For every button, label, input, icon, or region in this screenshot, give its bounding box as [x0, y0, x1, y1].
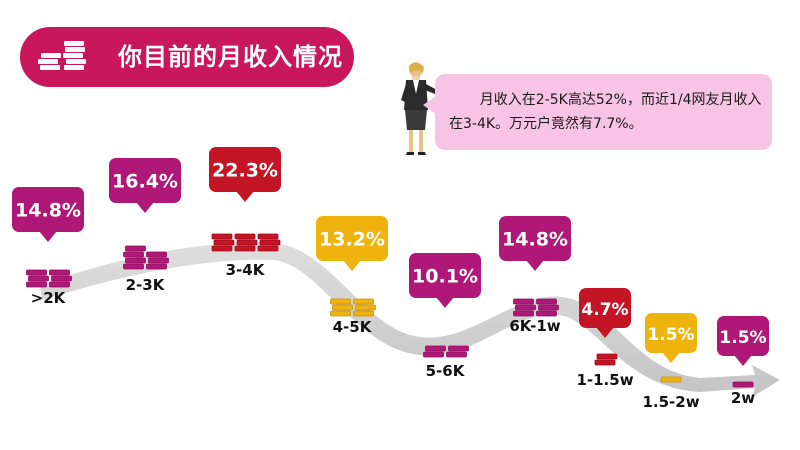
data-point-4: 13.2% 4-5K	[316, 216, 388, 336]
header-banner: 你目前的月收入情况	[20, 27, 354, 87]
coin-mark	[123, 251, 144, 258]
coin-mark	[732, 381, 754, 388]
note-pointer	[423, 96, 436, 114]
coin-mark	[257, 245, 279, 252]
coin-mark	[234, 233, 256, 240]
value-bubble	[645, 313, 697, 353]
coin-mark	[330, 310, 351, 317]
category-label: 2-3K	[126, 276, 166, 294]
coin-mark	[594, 359, 616, 366]
summary-text: 月收入在2-5K高达52%，而近1/4网友月收入在3-4K。万元户竟然有7.7%…	[449, 92, 762, 132]
trend-arrow	[40, 242, 780, 397]
coin-mark	[513, 310, 534, 317]
summary-note: 月收入在2-5K高达52%，而近1/4网友月收入在3-4K。万元户竟然有7.7%…	[435, 74, 772, 150]
coin-mark	[330, 298, 351, 305]
coin-mark	[259, 239, 281, 246]
value-bubble-pointer	[436, 297, 454, 308]
value-label: 10.1%	[412, 266, 478, 288]
coin-mark	[236, 239, 258, 246]
page-title: 你目前的月收入情况	[118, 43, 343, 71]
value-bubble-pointer	[662, 352, 680, 363]
coin-mark	[513, 298, 534, 305]
coin-mark	[49, 281, 70, 288]
value-label: 14.8%	[15, 200, 81, 222]
value-bubble	[209, 147, 281, 192]
coin-mark	[446, 351, 467, 358]
value-bubble	[579, 288, 631, 328]
data-point-9: 1.5% 2w	[717, 316, 769, 407]
category-label: 4-5K	[333, 318, 373, 336]
data-point-7: 4.7% 1-1.5w	[576, 288, 634, 389]
value-label: 1.5%	[719, 328, 766, 348]
coin-mark	[423, 351, 444, 358]
coin-mark	[148, 257, 169, 264]
data-point-6: 14.8% 6K-1w	[499, 216, 571, 335]
coin-mark	[596, 353, 618, 360]
coin-mark	[538, 304, 559, 311]
coin-mark	[211, 233, 233, 240]
category-label: >2K	[31, 289, 67, 307]
businesswoman-icon	[401, 62, 437, 155]
value-bubble-pointer	[526, 260, 544, 271]
coin-mark	[332, 304, 353, 311]
value-bubble	[316, 216, 388, 261]
value-bubble	[12, 187, 84, 232]
coin-mark	[353, 310, 374, 317]
coin-mark	[213, 239, 235, 246]
value-label: 22.3%	[212, 160, 278, 182]
value-label: 16.4%	[112, 171, 178, 193]
coin-mark	[355, 304, 376, 311]
data-point-5: 10.1% 5-6K	[409, 253, 481, 380]
category-label: 5-6K	[426, 362, 466, 380]
value-bubble	[717, 316, 769, 356]
value-bubble-pointer	[734, 355, 752, 366]
data-point-1: 14.8% >2K	[12, 187, 84, 307]
value-bubble-pointer	[39, 231, 57, 242]
coin-mark	[125, 257, 146, 264]
coin-mark	[660, 376, 682, 383]
data-point-8: 1.5% 1.5-2w	[642, 313, 700, 411]
coin-mark	[448, 345, 469, 352]
coin-mark	[536, 310, 557, 317]
coin-mark	[26, 269, 47, 276]
value-label: 1.5%	[647, 325, 694, 345]
value-label: 4.7%	[581, 300, 628, 320]
coin-mark	[353, 298, 374, 305]
value-bubble	[499, 216, 571, 261]
coin-mark	[49, 269, 70, 276]
coin-mark	[146, 251, 167, 258]
coin-mark	[257, 233, 279, 240]
coin-mark	[234, 245, 256, 252]
coin-mark	[26, 281, 47, 288]
coin-mark	[125, 245, 146, 252]
coin-mark	[211, 245, 233, 252]
value-bubble-pointer	[343, 260, 361, 271]
coin-mark	[425, 345, 446, 352]
value-bubble	[409, 253, 481, 298]
category-label: 1.5-2w	[642, 393, 699, 411]
data-point-3: 22.3% 3-4K	[209, 147, 281, 279]
value-label: 13.2%	[319, 229, 385, 251]
value-bubble-pointer	[136, 202, 154, 213]
category-label: 3-4K	[226, 261, 266, 279]
category-label: 2w	[731, 389, 755, 407]
value-bubble-pointer	[236, 191, 254, 202]
coin-mark	[536, 298, 557, 305]
coin-mark	[146, 263, 167, 270]
coin-mark	[515, 304, 536, 311]
category-label: 6K-1w	[509, 317, 560, 335]
coin-mark	[28, 275, 49, 282]
value-bubble	[109, 158, 181, 203]
value-bubble-pointer	[596, 327, 614, 338]
data-point-2: 16.4% 2-3K	[109, 158, 181, 294]
coin-mark	[51, 275, 72, 282]
coin-stack-icon	[38, 41, 86, 70]
category-label: 1-1.5w	[576, 371, 633, 389]
coin-mark	[123, 263, 144, 270]
value-label: 14.8%	[502, 229, 568, 251]
